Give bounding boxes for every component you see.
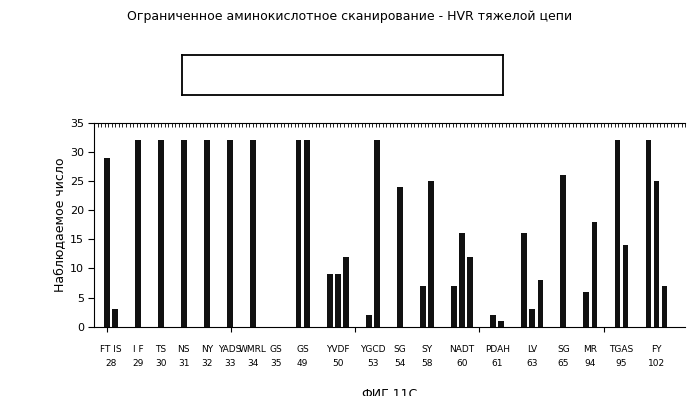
Text: 31: 31	[178, 359, 189, 368]
Bar	[158, 140, 164, 327]
Text: 63: 63	[526, 359, 538, 368]
Bar	[335, 274, 340, 327]
Bar	[296, 140, 301, 327]
Bar	[521, 234, 527, 327]
Text: FT IS: FT IS	[100, 345, 122, 354]
Text: LV: LV	[527, 345, 538, 354]
Bar	[397, 187, 403, 327]
Bar	[591, 222, 597, 327]
Text: 94: 94	[584, 359, 596, 368]
Bar	[623, 245, 628, 327]
Text: 61: 61	[491, 359, 503, 368]
Bar	[304, 140, 310, 327]
Bar	[343, 257, 349, 327]
Bar	[468, 257, 473, 327]
Bar	[428, 181, 434, 327]
Text: TGAS: TGAS	[610, 345, 633, 354]
Bar	[614, 140, 620, 327]
Text: FY: FY	[651, 345, 662, 354]
Text: GS: GS	[296, 345, 309, 354]
Text: 28: 28	[105, 359, 117, 368]
Text: 53: 53	[367, 359, 379, 368]
Bar	[227, 140, 233, 327]
Text: GS: GS	[269, 345, 282, 354]
Text: NS: NS	[178, 345, 190, 354]
Text: YGCD: YGCD	[360, 345, 386, 354]
Text: NADT: NADT	[449, 345, 475, 354]
Text: SG: SG	[394, 345, 406, 354]
Bar	[490, 315, 496, 327]
Bar	[584, 292, 589, 327]
Bar	[451, 286, 456, 327]
Text: MR: MR	[583, 345, 598, 354]
Bar	[646, 140, 651, 327]
Text: 35: 35	[270, 359, 282, 368]
Text: 102: 102	[648, 359, 665, 368]
Text: PDAH: PDAH	[484, 345, 510, 354]
Bar	[366, 315, 372, 327]
Bar	[250, 140, 256, 327]
Bar	[662, 286, 668, 327]
Text: 60: 60	[456, 359, 468, 368]
Bar	[104, 158, 110, 327]
Bar	[420, 286, 426, 327]
Bar	[561, 175, 566, 327]
Bar	[654, 181, 659, 327]
Text: YVDF: YVDF	[326, 345, 350, 354]
Text: 50: 50	[332, 359, 344, 368]
Text: 32: 32	[201, 359, 212, 368]
Text: 29: 29	[132, 359, 143, 368]
Bar	[135, 140, 140, 327]
Bar	[498, 321, 504, 327]
Text: 54: 54	[394, 359, 405, 368]
Text: 33: 33	[224, 359, 236, 368]
Bar	[459, 234, 465, 327]
Bar	[204, 140, 210, 327]
Text: WMRL: WMRL	[239, 345, 267, 354]
Bar	[112, 309, 117, 327]
Text: 65: 65	[558, 359, 569, 368]
Text: I F: I F	[133, 345, 143, 354]
Bar	[327, 274, 333, 327]
Text: ФИГ.11С: ФИГ.11С	[361, 388, 418, 396]
Bar	[529, 309, 535, 327]
Text: 49: 49	[297, 359, 308, 368]
Bar	[181, 140, 187, 327]
Text: 58: 58	[421, 359, 433, 368]
Text: TS: TS	[155, 345, 166, 354]
Bar	[374, 140, 380, 327]
Text: NY: NY	[201, 345, 212, 354]
Text: 30: 30	[155, 359, 166, 368]
Text: Ограниченное аминокислотное сканирование - HVR тяжелой цепи: Ограниченное аминокислотное сканирование…	[127, 10, 572, 23]
Text: SG: SG	[557, 345, 570, 354]
Y-axis label: Наблюдаемое число: Наблюдаемое число	[52, 158, 66, 292]
Text: YADS: YADS	[218, 345, 241, 354]
Text: 34: 34	[247, 359, 259, 368]
Text: SY: SY	[421, 345, 433, 354]
Bar	[538, 280, 543, 327]
Text: 95: 95	[616, 359, 627, 368]
